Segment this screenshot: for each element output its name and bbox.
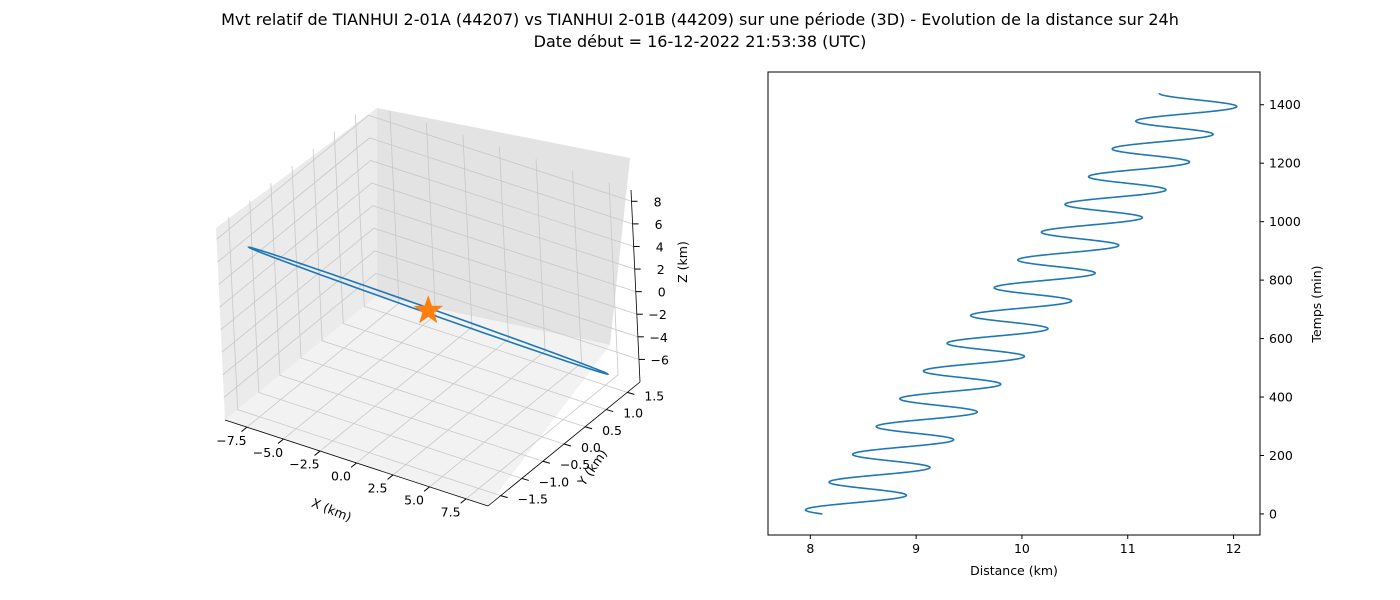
x-tick-label: 7.5 <box>441 504 461 519</box>
floor-pane <box>225 296 610 506</box>
y-tick-label-2d: 400 <box>1269 390 1293 405</box>
y-gridline <box>354 114 628 393</box>
y-tick-label: −1.5 <box>518 492 548 507</box>
z-tick-label: 4 <box>656 239 664 254</box>
z-gridline <box>218 160 634 285</box>
ticks-3d: −7.5−5.0−2.50.02.55.07.5−1.5−1.0−0.50.00… <box>216 194 669 519</box>
z-gridline <box>223 272 640 398</box>
x-tick-mark <box>350 462 357 468</box>
x-tick-mark <box>423 486 430 492</box>
x-tick-mark <box>460 498 467 504</box>
x-gridline <box>356 146 509 464</box>
y-tick-mark <box>563 443 572 447</box>
star-marker <box>413 295 444 324</box>
x-axis-label-2d: Distance (km) <box>970 563 1058 578</box>
z-tick-label: 8 <box>654 194 662 209</box>
z-gridline <box>220 205 636 330</box>
x-tick-label: −5.0 <box>253 445 283 460</box>
z-gridline <box>216 114 632 240</box>
y-tick-label-2d: 1200 <box>1269 156 1301 171</box>
y-gridline <box>249 200 522 479</box>
figure-title: Mvt relatif de TIANHUI 2-01A (44207) vs … <box>221 10 1179 29</box>
y-tick-label: −0.5 <box>560 457 590 472</box>
x-tick-label: 5.0 <box>404 493 424 508</box>
x-tick-label-2d: 10 <box>1014 541 1030 556</box>
y-tick-mark <box>606 409 614 413</box>
z-tick-label: 6 <box>655 217 663 232</box>
x-tick-label: 2.5 <box>368 481 388 496</box>
x-tick-mark <box>241 426 248 432</box>
z-gridline <box>217 137 633 263</box>
y-tick-label-2d: 1400 <box>1269 97 1301 112</box>
z-tick-label: 2 <box>657 262 665 277</box>
x-tick-mark <box>387 474 394 480</box>
y-axis-label-2d: Temps (min) <box>1309 265 1324 343</box>
y-tick-mark <box>542 460 551 464</box>
y-tick-label-2d: 600 <box>1269 331 1293 346</box>
x-tick-label: −7.5 <box>216 433 246 448</box>
y-tick-label: 1.0 <box>623 406 643 421</box>
y-gridline <box>228 217 501 497</box>
trajectory-3d-chart: −7.5−5.0−2.50.02.55.07.5−1.5−1.0−0.50.00… <box>216 108 690 525</box>
trajectory-3d <box>247 246 610 375</box>
ticks-2d: 8 9 10 11 12 0 200 400 600 800 1000 1200 1400 <box>806 97 1301 556</box>
plot-area-frame <box>767 71 1261 536</box>
figure-subtitle: Date début = 16-12-2022 21:53:38 (UTC) <box>533 32 867 51</box>
y-tick-mark <box>500 495 508 499</box>
z-gridline <box>221 227 637 353</box>
distance-line <box>804 92 1238 515</box>
z-tick-label: 0 <box>658 285 666 300</box>
y-tick-label-2d: 200 <box>1269 448 1293 463</box>
y-tick-label: 0.5 <box>602 423 622 438</box>
z-tick-label: −6 <box>651 352 669 367</box>
y-tick-label: 1.5 <box>644 388 664 403</box>
z-axis-line <box>630 189 641 383</box>
grid-3d <box>216 111 640 500</box>
z-tick-label: −4 <box>649 330 667 345</box>
x-tick-mark <box>314 450 321 456</box>
x-tick-label-2d: 9 <box>912 541 920 556</box>
y-tick-label: 0.0 <box>581 440 601 455</box>
z-gridline <box>222 250 639 376</box>
x-gridline <box>465 182 619 500</box>
x-gridline <box>319 135 473 452</box>
y-tick-label-2d: 1000 <box>1269 214 1301 229</box>
x-tick-label: 0.0 <box>331 469 351 484</box>
distance-time-chart: 8 9 10 11 12 0 200 400 600 800 1000 1200 1400 Distan… <box>767 71 1324 578</box>
y-gridline <box>270 183 544 462</box>
distance-curve <box>804 92 1238 515</box>
y-tick-label-2d: 0 <box>1269 506 1277 521</box>
z-axis-label: Z (km) <box>675 241 690 283</box>
x-axis-label: X (km) <box>310 495 354 525</box>
x-tick-label-2d: 12 <box>1226 541 1242 556</box>
y-tick-mark <box>521 477 529 481</box>
z-tick-label: −2 <box>648 307 666 322</box>
x-gridline <box>392 158 546 476</box>
y-tick-label-2d: 800 <box>1269 273 1293 288</box>
y-tick-mark <box>627 391 635 395</box>
x-tick-label: −2.5 <box>289 457 319 472</box>
x-tick-mark <box>277 438 284 444</box>
x-tick-label-2d: 8 <box>806 541 814 556</box>
trajectory-line <box>247 246 610 375</box>
y-gridline <box>291 165 565 445</box>
y-gridline <box>333 131 607 410</box>
y-tick-mark <box>584 426 593 430</box>
origin-star-marker <box>413 295 444 324</box>
z-gridline <box>219 182 635 308</box>
y-gridline <box>312 148 586 428</box>
y-tick-label: −1.0 <box>539 474 569 489</box>
x-tick-label-2d: 11 <box>1120 541 1136 556</box>
